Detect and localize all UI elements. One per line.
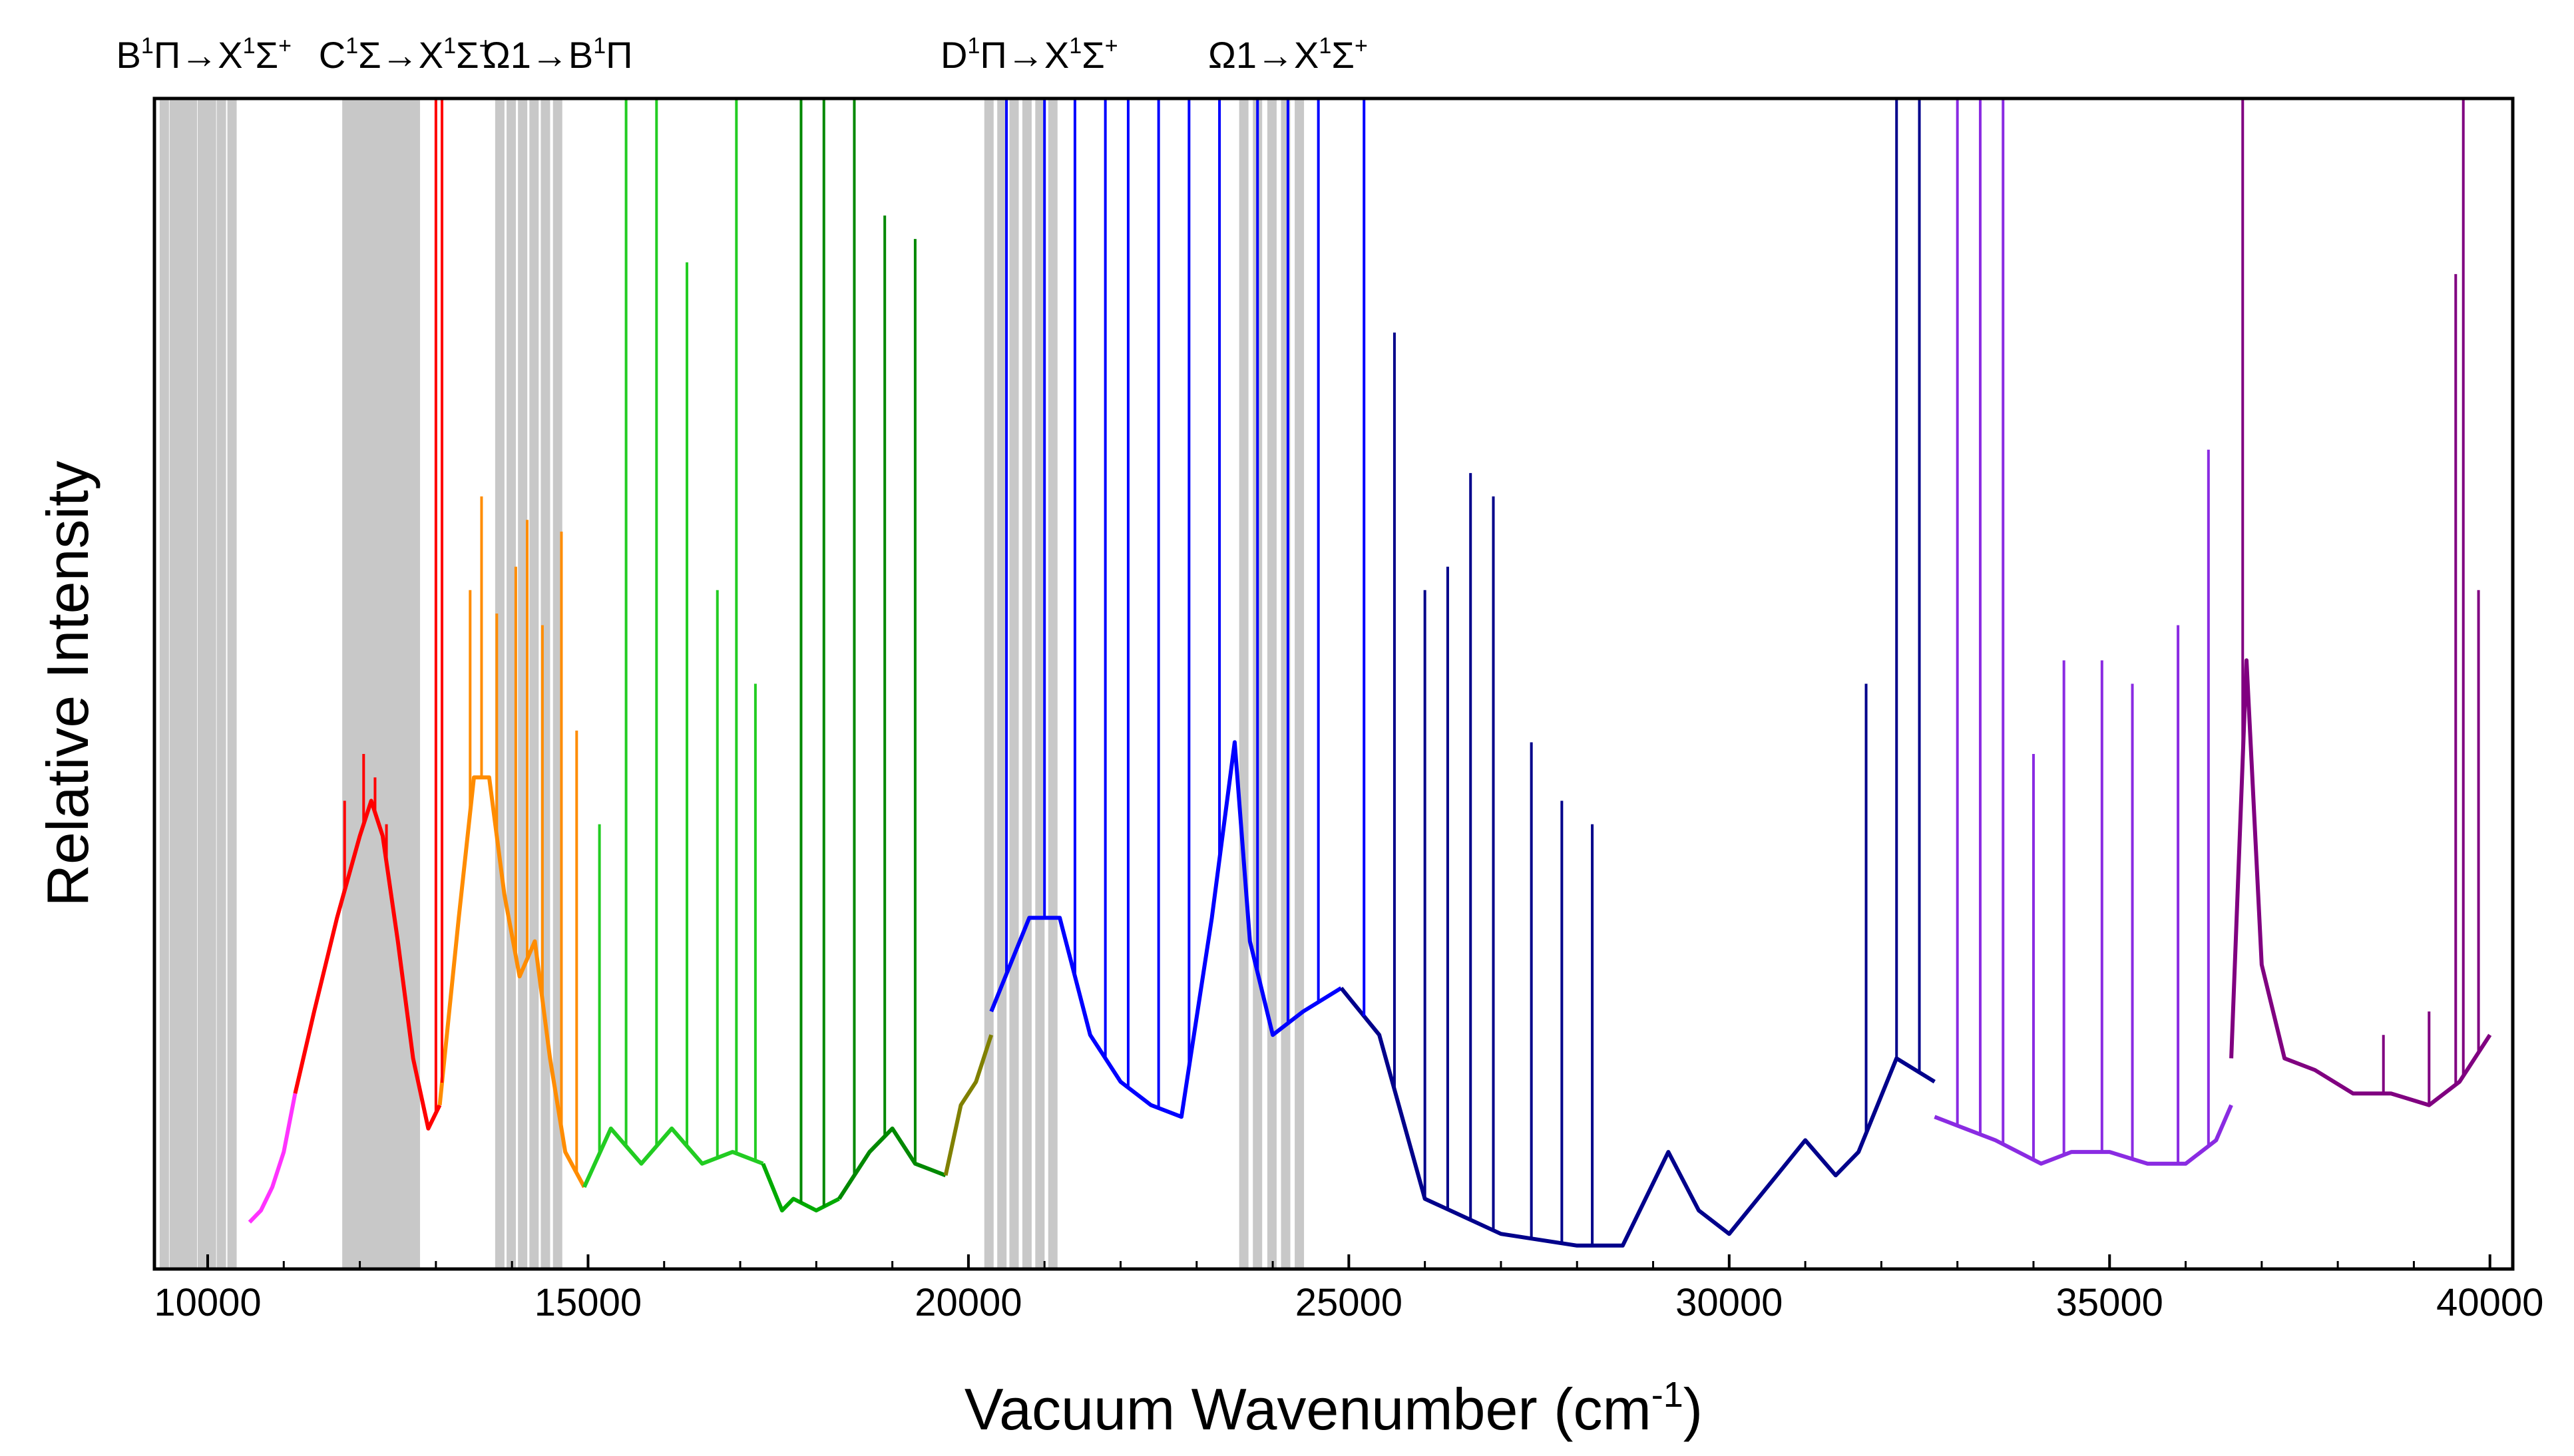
band-label-text: Ω1→B <box>483 34 593 76</box>
band-label-sup: + <box>1105 33 1118 59</box>
band-label-sup: 1 <box>443 33 456 59</box>
series-line <box>2229 658 2492 1107</box>
band-label-text: Π→X <box>980 34 1069 76</box>
band-label-text: D <box>941 34 967 76</box>
plot-frame <box>152 96 2515 1271</box>
x-axis-label: Vacuum Wavenumber (cm-1) <box>965 1375 1703 1442</box>
band-label-text: Π→X <box>154 34 243 76</box>
band-label-text: Π <box>606 34 632 76</box>
x-tick-label: 25000 <box>1295 1281 1402 1324</box>
band-label-sup: 1 <box>968 33 980 59</box>
band-label-sup: 1 <box>1319 33 1331 59</box>
band-label-sup: + <box>1355 33 1368 59</box>
band-labels: B1Π→X1Σ+ C1Σ→X1Σ+Ω1→B1Π D1Π→X1Σ+ Ω1→X1Σ+ <box>116 33 1368 76</box>
band-label-sup: + <box>479 33 493 59</box>
gray-band-lines <box>159 98 1305 1269</box>
series-line <box>1339 986 1936 1248</box>
band-label-sup: 1 <box>243 33 256 59</box>
y-axis-label: Relative Intensity <box>35 460 101 906</box>
x-tick-label: 15000 <box>535 1281 642 1324</box>
x-tick-label: 40000 <box>2436 1281 2543 1324</box>
band-label-sup: 1 <box>141 33 154 59</box>
band-label-text: Σ <box>1082 34 1105 76</box>
band-label: Ω1→B1Π <box>483 33 633 76</box>
band-label: Ω1→X1Σ+ <box>1208 33 1368 76</box>
band-label-sup: 1 <box>1069 33 1082 59</box>
band-label-text: Σ→X <box>358 34 443 76</box>
series-line <box>989 740 1343 1119</box>
band-label: B1Π→X1Σ+ <box>116 33 292 76</box>
band-label-text: B <box>116 34 141 76</box>
band-label-sup: 1 <box>593 33 606 59</box>
series-line <box>437 775 586 1188</box>
x-axis-label-main: Vacuum Wavenumber (cm <box>965 1376 1651 1442</box>
band-label-text: Ω1→X <box>1208 34 1319 76</box>
x-tick-label: 30000 <box>1675 1281 1783 1324</box>
spectrum-peaks <box>343 98 2480 1246</box>
band-label-text: Σ <box>1331 34 1355 76</box>
band-label-text: C <box>319 34 345 76</box>
series-line <box>943 1034 994 1176</box>
band-label-sup: 1 <box>345 33 358 59</box>
x-tick-label: 20000 <box>915 1281 1022 1324</box>
x-axis-label-sup: -1 <box>1651 1375 1683 1415</box>
series-line <box>293 799 442 1131</box>
x-tick-label: 10000 <box>154 1281 261 1324</box>
band-label-text: Σ <box>256 34 279 76</box>
series-line <box>837 1126 947 1200</box>
band-label: D1Π→X1Σ+ <box>941 33 1118 76</box>
spectrum-series <box>248 658 2492 1248</box>
x-axis-ticks: 10000 15000 20000 25000 30000 35000 40000 <box>154 1254 2543 1324</box>
band-label: C1Σ→X1Σ+ <box>319 33 493 76</box>
x-axis-label-end: ) <box>1683 1376 1703 1442</box>
x-tick-label: 35000 <box>2056 1281 2163 1324</box>
series-line <box>248 1093 298 1224</box>
band-label-sup: + <box>278 33 292 59</box>
band-label-text: Σ <box>456 34 479 76</box>
series-line <box>582 1126 764 1188</box>
